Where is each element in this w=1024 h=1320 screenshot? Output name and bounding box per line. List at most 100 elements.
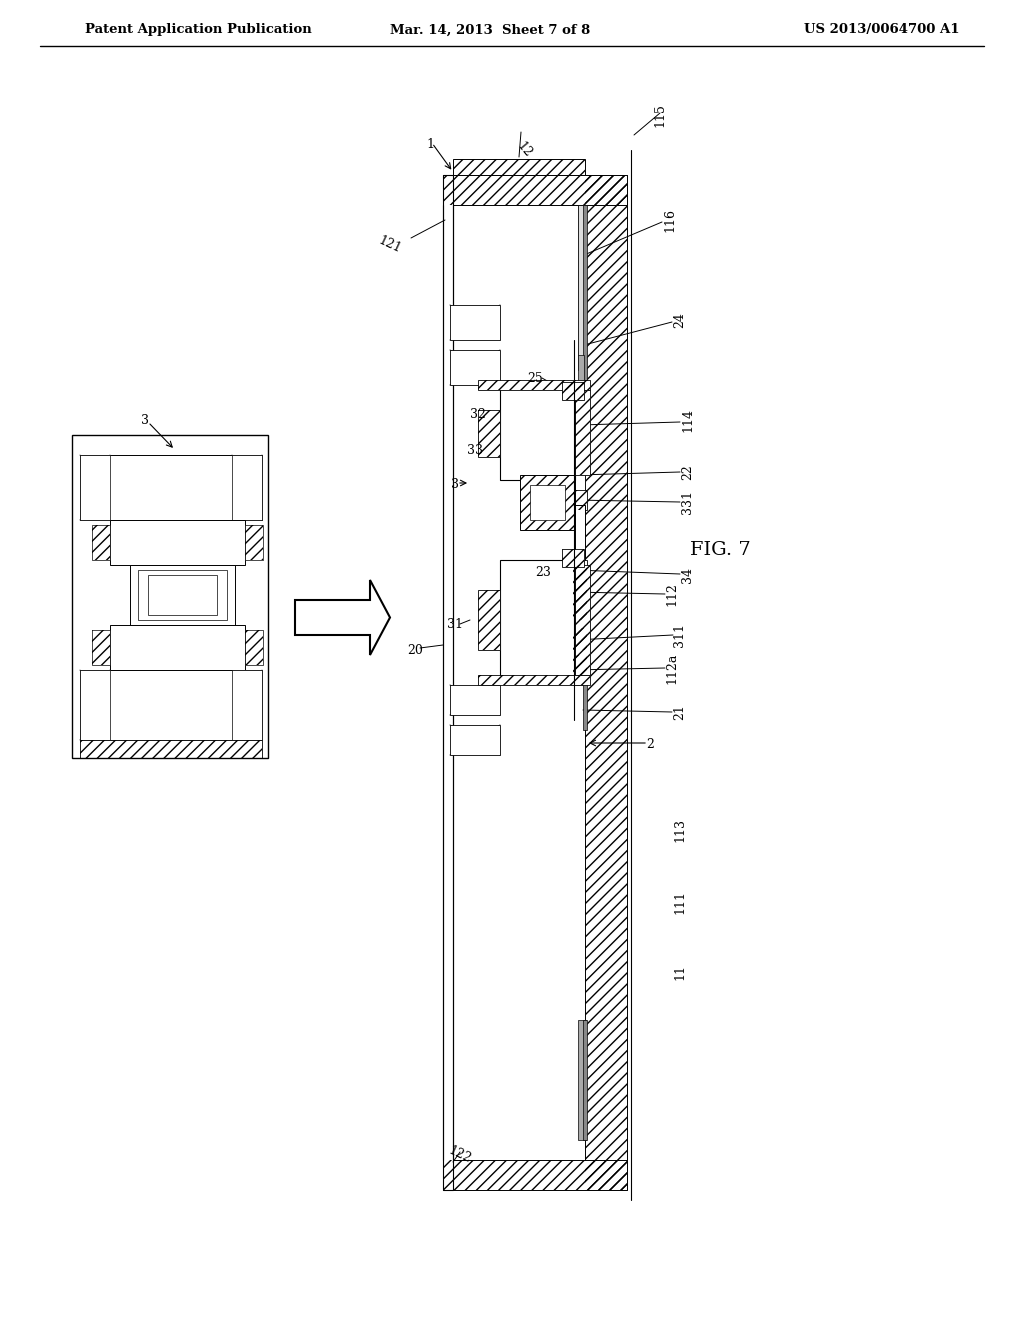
Text: 113: 113	[674, 818, 686, 842]
Text: 3: 3	[141, 413, 150, 426]
Text: 3: 3	[451, 479, 459, 491]
Bar	[80, 741, 262, 758]
Bar	[583, 649, 587, 730]
Bar	[478, 380, 590, 389]
Text: 24: 24	[674, 312, 686, 327]
Text: US 2013/0064700 A1: US 2013/0064700 A1	[805, 24, 961, 37]
Bar	[92, 525, 110, 560]
Bar	[443, 176, 453, 1191]
Bar	[92, 630, 110, 665]
Text: Mar. 14, 2013  Sheet 7 of 8: Mar. 14, 2013 Sheet 7 of 8	[390, 24, 590, 37]
Bar	[443, 1160, 627, 1191]
Bar	[478, 411, 500, 457]
Bar	[575, 450, 585, 495]
Bar	[585, 176, 627, 1191]
Bar	[80, 455, 262, 520]
Text: 21: 21	[674, 704, 686, 719]
Bar	[478, 380, 590, 389]
Text: 111: 111	[674, 890, 686, 913]
Text: 311: 311	[674, 623, 686, 647]
Bar	[245, 630, 263, 665]
Bar	[232, 671, 262, 741]
Bar	[573, 628, 587, 649]
Bar	[575, 565, 590, 675]
Bar	[520, 475, 575, 531]
Text: 31: 31	[447, 619, 463, 631]
Bar	[575, 389, 590, 475]
Bar	[575, 389, 590, 475]
Bar	[443, 176, 627, 205]
Text: 11: 11	[674, 964, 686, 979]
Bar	[72, 436, 268, 758]
Text: 122: 122	[446, 1144, 473, 1166]
Text: 22: 22	[682, 465, 694, 480]
Bar	[562, 381, 584, 400]
Bar	[500, 385, 575, 480]
Text: 112a: 112a	[666, 652, 679, 684]
Text: 115: 115	[653, 103, 667, 127]
Bar	[92, 525, 110, 560]
Bar	[80, 671, 110, 741]
Text: Patent Application Publication: Patent Application Publication	[85, 24, 311, 37]
Bar	[573, 490, 587, 510]
Bar	[478, 675, 590, 685]
Bar	[450, 305, 500, 341]
Text: 23: 23	[536, 565, 551, 578]
Bar	[453, 158, 585, 176]
Text: 32: 32	[470, 408, 486, 421]
Bar	[573, 560, 587, 620]
Text: 2: 2	[646, 738, 654, 751]
Bar	[443, 1160, 627, 1191]
Bar	[530, 484, 565, 520]
Text: 12: 12	[514, 140, 535, 160]
Text: 25: 25	[527, 371, 543, 384]
Bar	[573, 560, 587, 620]
Bar	[478, 411, 500, 457]
Text: 114: 114	[682, 408, 694, 432]
Text: 112: 112	[666, 582, 679, 606]
Text: 116: 116	[664, 209, 677, 232]
Polygon shape	[295, 579, 390, 655]
Bar	[130, 565, 234, 624]
Bar	[585, 176, 627, 1191]
Bar	[562, 549, 584, 568]
Bar	[92, 630, 110, 665]
Text: 121: 121	[377, 234, 403, 256]
Bar	[148, 576, 217, 615]
Text: FIG. 7: FIG. 7	[690, 541, 751, 558]
Bar	[578, 355, 584, 490]
Bar	[562, 549, 584, 568]
Text: 1: 1	[426, 139, 434, 152]
Bar	[478, 590, 500, 649]
Bar	[578, 205, 586, 370]
Bar	[80, 455, 110, 520]
Bar	[138, 570, 227, 620]
Bar	[450, 685, 500, 715]
Bar	[110, 624, 245, 671]
Bar	[520, 475, 575, 531]
Bar	[583, 205, 587, 430]
Bar	[245, 525, 263, 560]
Bar	[232, 455, 262, 520]
Bar	[573, 490, 587, 510]
Bar	[450, 350, 500, 385]
Bar	[245, 630, 263, 665]
Bar	[478, 675, 590, 685]
Bar	[478, 590, 500, 649]
Bar	[575, 506, 585, 630]
Bar	[80, 671, 262, 741]
Bar	[573, 628, 587, 649]
Text: 33: 33	[467, 444, 483, 457]
Bar	[80, 741, 262, 758]
Bar	[562, 381, 584, 400]
Bar	[573, 655, 587, 685]
Bar	[245, 525, 263, 560]
Bar	[578, 1020, 586, 1140]
Bar	[450, 725, 500, 755]
Text: 34: 34	[682, 568, 694, 583]
Bar	[110, 520, 245, 565]
Bar	[500, 560, 575, 680]
Bar	[575, 565, 590, 675]
Text: 331: 331	[682, 490, 694, 513]
Bar	[583, 1020, 587, 1140]
